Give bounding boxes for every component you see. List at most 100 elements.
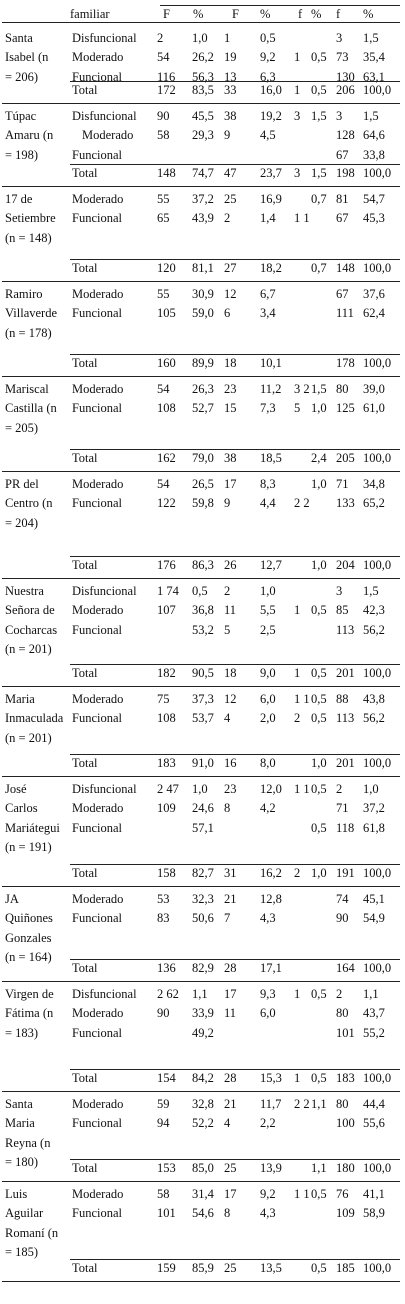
cell-pct4: 58,9 <box>363 1206 385 1221</box>
category-label: Disfuncional <box>72 782 137 796</box>
cell-f1: 176 <box>157 558 176 572</box>
cell-pct3: 0,5 <box>311 782 327 796</box>
cell-pct3: 0,5 <box>311 603 327 618</box>
cell-pct1: 37,3 <box>192 692 214 706</box>
cell-f2: 27 <box>224 261 237 275</box>
cell-f2: 2 <box>224 584 231 598</box>
cell-f4: 73 <box>336 50 349 65</box>
cell-f1: 172 <box>157 83 176 97</box>
cell-f3: 1 <box>294 50 301 65</box>
category-label: Moderado <box>72 287 124 301</box>
cell-pct2: 13,9 <box>260 1161 282 1175</box>
header-col-pct4: % <box>363 7 374 21</box>
cell-pct3: 0,5 <box>311 1187 327 1201</box>
cell-pct1: 24,6 <box>192 801 214 816</box>
cell-f4: 130 <box>336 69 355 84</box>
cell-pct1: 32,3 <box>192 892 214 906</box>
cell-f4: 2 <box>336 987 343 1001</box>
cell-f3: 1 1 <box>294 1187 310 1201</box>
cell-pct1: 26,2 <box>192 50 214 65</box>
cell-pct2: 16,9 <box>260 192 282 206</box>
cell-pct2: 13,5 <box>260 1261 282 1275</box>
cell-pct3: 0,5 <box>311 83 327 97</box>
cell-pct1: 53,2 <box>192 622 214 637</box>
category-label: Total <box>72 558 98 572</box>
cell-pct4: 1,5 <box>363 109 379 123</box>
cell-pct4: 35,4 <box>363 50 385 65</box>
cell-f1: 90 <box>157 1006 170 1021</box>
category-label: Moderado <box>72 892 124 906</box>
cell-pct1: 81,1 <box>192 261 214 275</box>
cell-f4: 80 <box>336 1097 349 1111</box>
block-rule <box>2 578 400 579</box>
cell-pct1: 82,9 <box>192 961 214 975</box>
category-label: Total <box>72 261 98 275</box>
cell-pct2: 7,3 <box>260 401 276 416</box>
category-label: Disfuncional <box>72 987 137 1001</box>
cell-pct4: 100,0 <box>363 83 392 97</box>
cell-pct1: 26,3 <box>192 382 214 396</box>
category-label: Funcional <box>72 1116 122 1131</box>
cell-f4: 109 <box>336 1206 355 1221</box>
cell-f2: 33 <box>224 83 237 97</box>
cell-pct4: 61,0 <box>363 401 385 416</box>
school-name-line: (n = 201) <box>5 641 52 656</box>
cell-f3: 3 <box>294 109 301 123</box>
cell-pct4: 56,2 <box>363 711 385 726</box>
cell-pct3: 1,5 <box>311 109 327 123</box>
cell-pct3: 1,0 <box>311 866 327 880</box>
category-label: Moderado <box>72 1006 124 1021</box>
cell-pct2: 10,1 <box>260 356 282 370</box>
cell-pct2: 4,3 <box>260 911 276 926</box>
cell-f2: 4 <box>224 1116 231 1131</box>
cell-pct4: 100,0 <box>363 756 392 770</box>
cell-f4: 3 <box>336 584 343 598</box>
cell-f1: 109 <box>157 801 176 816</box>
cell-f1: 158 <box>157 866 176 880</box>
school-name-line: Romaní (n <box>5 1225 59 1240</box>
cell-pct1: 91,0 <box>192 756 214 770</box>
header-bottom-rule <box>2 22 400 23</box>
category-label: Total <box>72 1261 98 1275</box>
cell-f1: 183 <box>157 756 176 770</box>
header-col-pct1: % <box>193 7 204 21</box>
cell-pct4: 41,1 <box>363 1187 385 1201</box>
school-name-line: Inmaculada <box>5 711 64 726</box>
cell-f4: 88 <box>336 692 349 706</box>
cell-pct2: 1,0 <box>260 584 276 598</box>
total-rule <box>70 1259 400 1260</box>
cell-f4: 2 <box>336 782 343 796</box>
cell-pct4: 100,0 <box>363 451 392 465</box>
cell-f2: 18 <box>224 666 237 680</box>
school-name-line: = 204) <box>5 515 39 530</box>
school-name-line: = 180) <box>5 1154 39 1169</box>
cell-pct2: 4,3 <box>260 1206 276 1221</box>
cell-f4: 206 <box>336 83 355 97</box>
cell-pct1: 37,2 <box>192 192 214 206</box>
total-rule <box>70 556 400 557</box>
cell-pct1: 85,0 <box>192 1161 214 1175</box>
cell-f2: 7 <box>224 911 231 926</box>
cell-f2: 12 <box>224 287 237 301</box>
block-rule <box>2 376 400 377</box>
cell-f2: 8 <box>224 1206 231 1221</box>
cell-pct1: 56,3 <box>192 69 214 84</box>
cell-f4: 125 <box>336 401 355 416</box>
cell-pct4: 33,8 <box>363 147 385 162</box>
school-name-line: Túpac <box>5 109 37 123</box>
cell-f4: 178 <box>336 356 355 370</box>
cell-pct2: 9,0 <box>260 666 276 680</box>
category-label: Disfuncional <box>72 109 137 123</box>
cell-f4: 85 <box>336 603 349 618</box>
cell-f1: 90 <box>157 109 170 123</box>
cell-pct2: 15,3 <box>260 1071 282 1085</box>
total-rule <box>70 1069 400 1070</box>
cell-f4: 204 <box>336 558 355 572</box>
cell-pct4: 1,0 <box>363 782 379 796</box>
total-rule <box>70 164 400 165</box>
category-label: Funcional <box>72 69 122 84</box>
cell-pct4: 1,5 <box>363 584 379 598</box>
cell-pct4: 37,2 <box>363 801 385 816</box>
cell-f2: 1 <box>224 31 231 45</box>
cell-pct3: 0,5 <box>311 1261 327 1275</box>
